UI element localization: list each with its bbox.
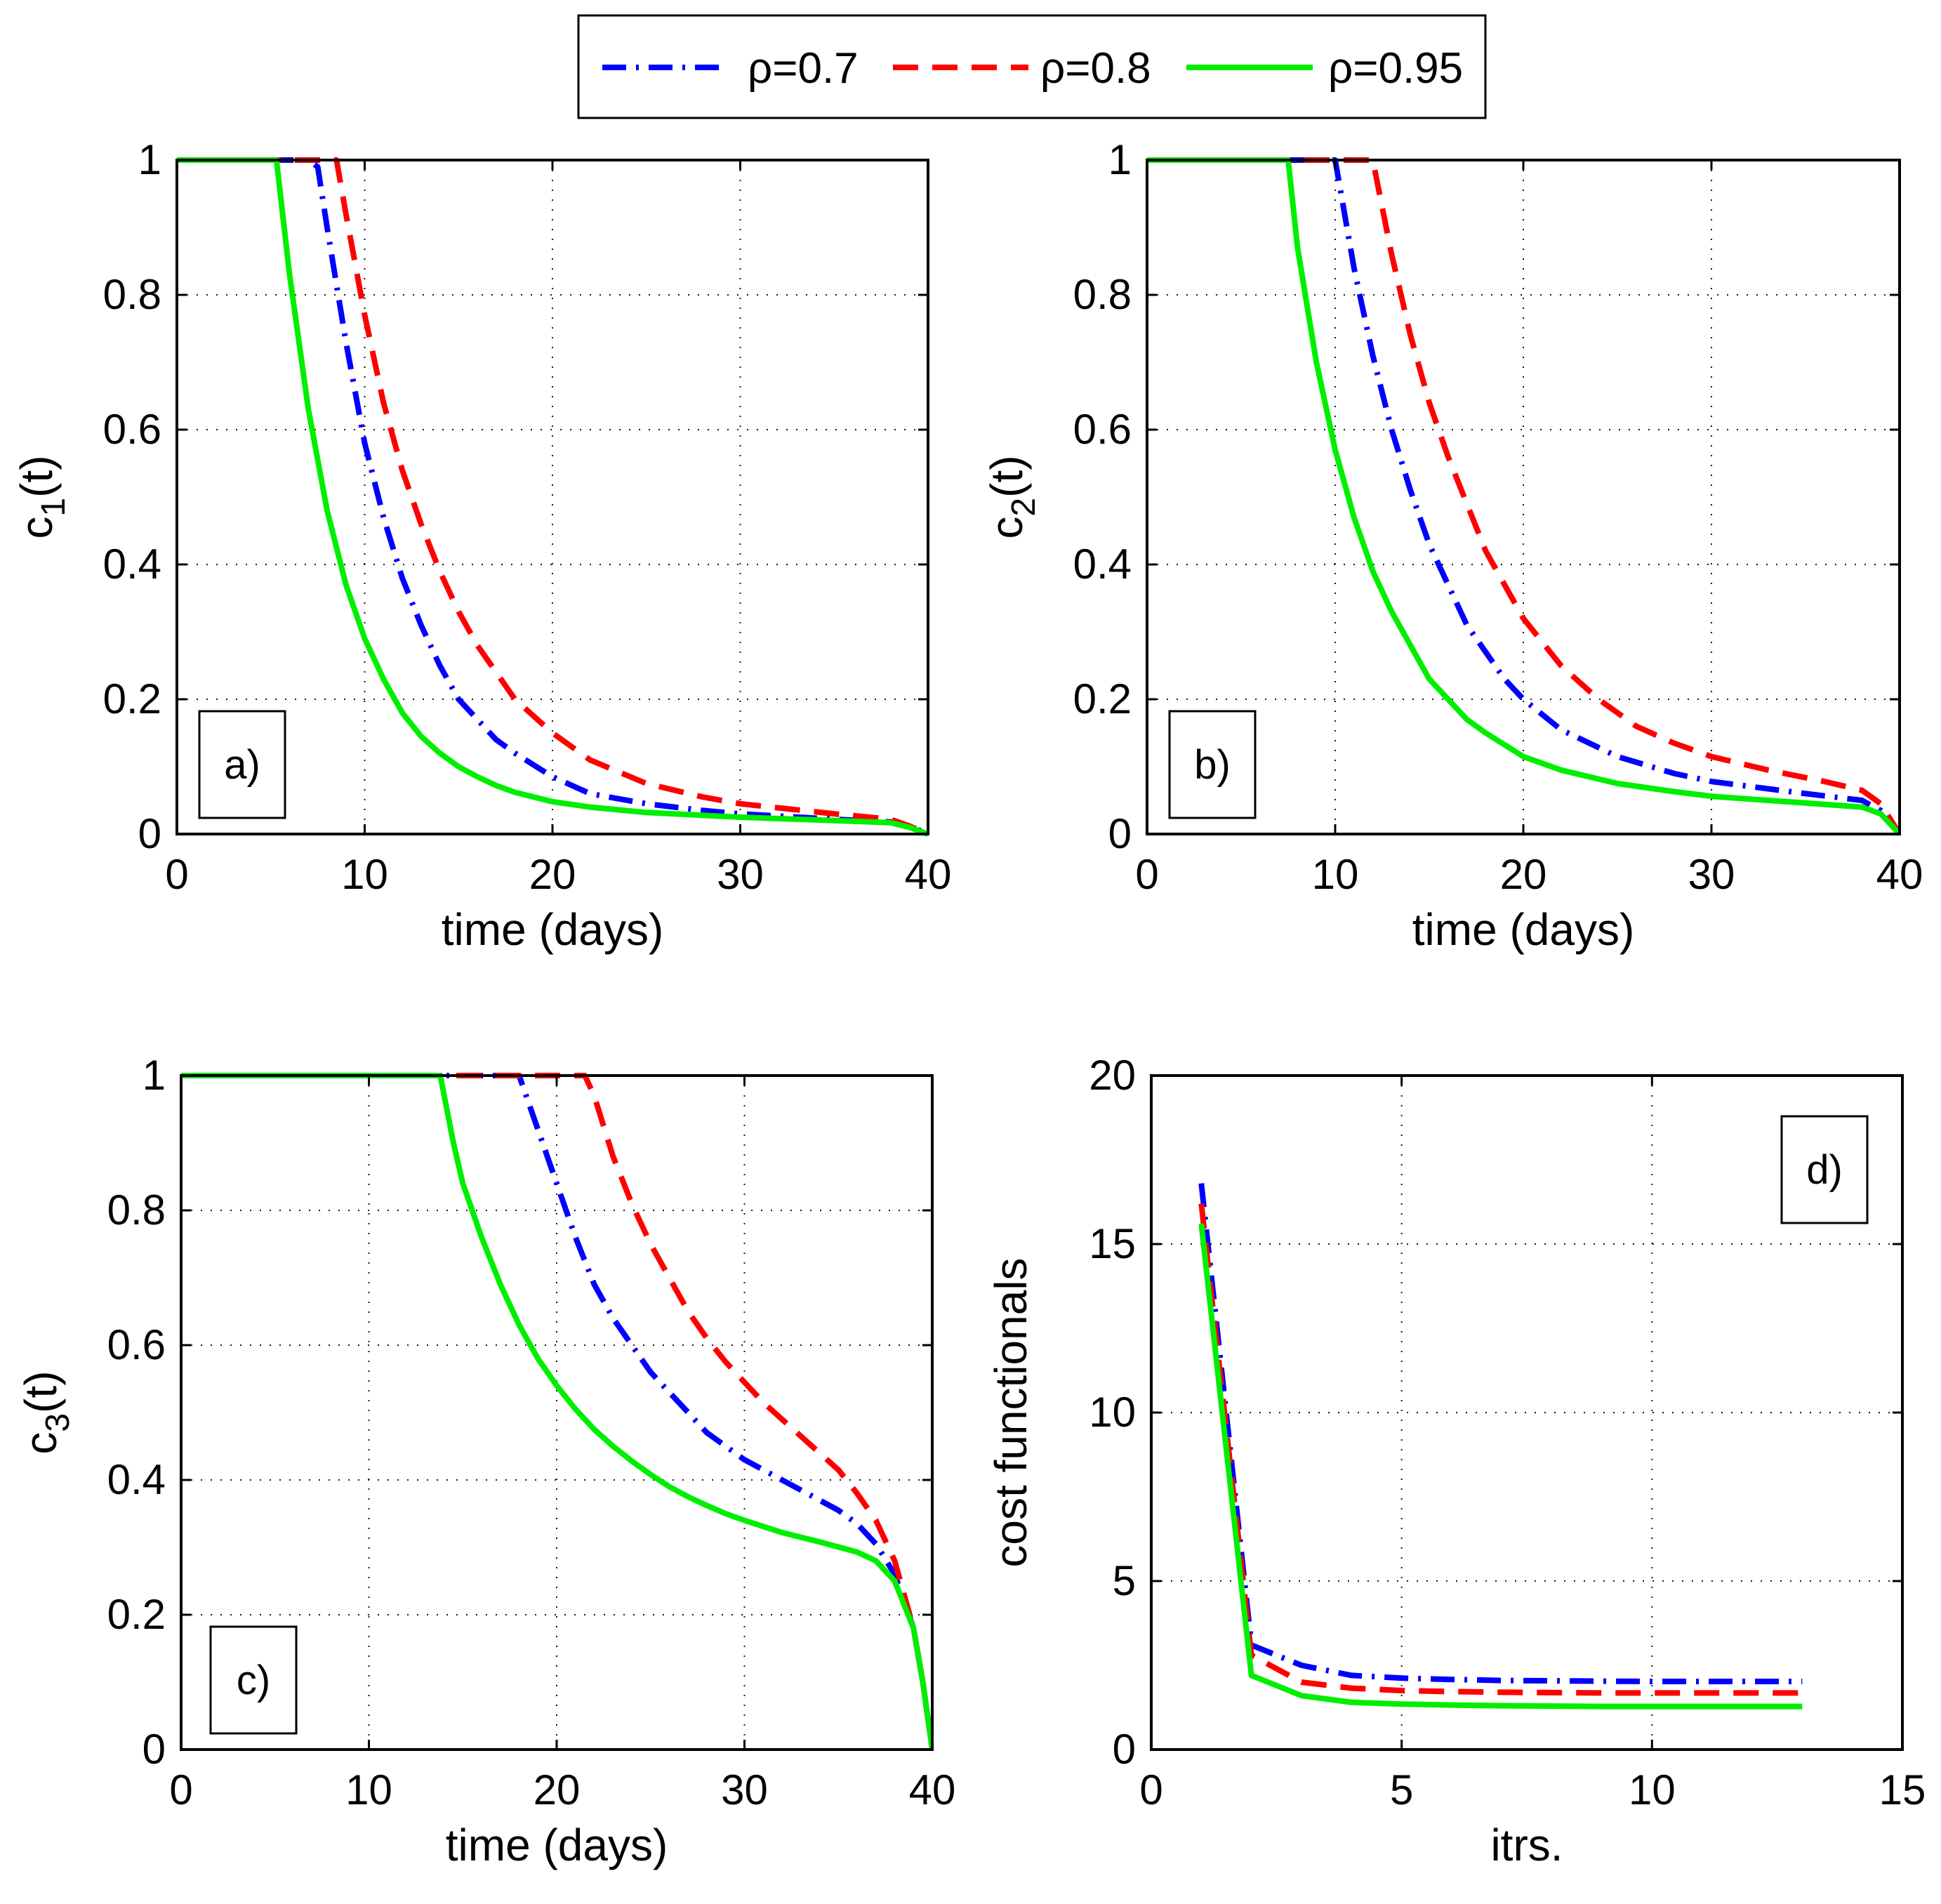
x-tick-label: 10 xyxy=(345,1766,392,1813)
series-line-dashed xyxy=(1147,157,1901,836)
panel-label-box: d) xyxy=(1780,1115,1869,1224)
panel-label-box: a) xyxy=(198,710,286,819)
series-line-dash-dot xyxy=(1147,157,1901,836)
y-tick-label: 0.2 xyxy=(107,1591,166,1638)
panel-label-frame xyxy=(209,1625,298,1735)
y-tick-label: 0.2 xyxy=(1073,675,1132,722)
series-line-solid xyxy=(1147,157,1901,836)
x-tick-label: 20 xyxy=(534,1766,581,1813)
y-axis-label-main: c xyxy=(11,517,62,539)
y-tick-label: 0.8 xyxy=(107,1186,166,1234)
y-axis-label: c1(t) xyxy=(11,455,72,538)
y-tick-label: 0.6 xyxy=(107,1321,166,1368)
y-tick-label: 0.4 xyxy=(103,541,161,588)
y-tick-label: 20 xyxy=(1089,1052,1136,1099)
legend: ρ=0.7 ρ=0.8 ρ=0.95 xyxy=(577,14,1487,119)
panel-label: a) xyxy=(224,742,260,788)
panel-b: 0 10 20 30 40 0 0.2 0.4 0.6 0.8 1 time (days) c2(t) b… xyxy=(981,136,1923,955)
x-tick-label: 0 xyxy=(1135,851,1158,898)
legend-item: ρ=0.95 xyxy=(1186,44,1463,93)
panel-label-frame xyxy=(1168,710,1257,819)
series-line-solid xyxy=(181,1073,934,1750)
series-line-solid xyxy=(1198,1223,1803,1710)
x-tick-label: 10 xyxy=(1629,1766,1676,1813)
y-tick-label: 0.6 xyxy=(103,406,161,453)
x-tick-label: 10 xyxy=(341,851,388,898)
y-tick-label: 0.8 xyxy=(1073,271,1132,318)
y-axis-label-subscript: 3 xyxy=(39,1413,77,1432)
x-axis-label: itrs. xyxy=(1490,1820,1563,1870)
y-tick-label: 0.4 xyxy=(107,1456,166,1503)
series-line-dash-dot xyxy=(177,157,929,837)
y-tick-label: 0.8 xyxy=(103,271,161,318)
plot-area xyxy=(1151,1076,1902,1750)
legend-item: ρ=0.7 xyxy=(602,44,859,93)
y-tick-label: 0.6 xyxy=(1073,406,1132,453)
panel-label-box: c) xyxy=(209,1625,298,1735)
y-axis-label: c3(t) xyxy=(15,1370,77,1454)
y-axis-label-tail: (t) xyxy=(981,455,1032,497)
y-tick-label: 0 xyxy=(1108,810,1132,857)
x-tick-label: 40 xyxy=(909,1766,956,1813)
y-tick-label: 0 xyxy=(143,1726,166,1773)
x-tick-label: 30 xyxy=(1688,851,1735,898)
y-axis-label-main: c xyxy=(15,1432,66,1455)
y-tick-label: 0.2 xyxy=(103,675,161,722)
y-axis-label: c2(t) xyxy=(981,455,1042,538)
panel-label-frame xyxy=(1780,1115,1869,1224)
panel-label: c) xyxy=(237,1658,270,1703)
legend-label: ρ=0.8 xyxy=(1040,44,1151,93)
y-tick-label: 1 xyxy=(1108,136,1132,183)
y-axis-label-main: c xyxy=(981,517,1032,539)
x-tick-label: 5 xyxy=(1390,1766,1413,1813)
x-tick-label: 20 xyxy=(529,851,576,898)
y-tick-label: 0.4 xyxy=(1073,541,1132,588)
series-line-dash-dot xyxy=(1198,1183,1803,1684)
panel-label-frame xyxy=(198,710,286,819)
y-axis-label: cost functionals xyxy=(986,1257,1036,1567)
y-tick-label: 0 xyxy=(138,810,161,857)
x-axis-label: time (days) xyxy=(446,1820,668,1870)
y-axis-label-tail: (t) xyxy=(15,1370,66,1413)
y-axis-label-subscript: 1 xyxy=(35,498,72,517)
y-tick-label: 10 xyxy=(1089,1389,1136,1436)
x-tick-label: 40 xyxy=(1876,851,1923,898)
series-line-solid xyxy=(177,157,929,837)
x-tick-label: 40 xyxy=(905,851,952,898)
x-tick-label: 30 xyxy=(717,851,764,898)
panel-label: d) xyxy=(1806,1147,1843,1193)
x-axis-label: time (days) xyxy=(1412,904,1635,955)
x-tick-label: 0 xyxy=(165,851,188,898)
y-tick-label: 5 xyxy=(1113,1557,1136,1604)
legend-label: ρ=0.95 xyxy=(1328,44,1463,93)
plot-area xyxy=(1147,160,1900,834)
y-axis-label-subscript: 2 xyxy=(1005,498,1042,517)
y-tick-label: 1 xyxy=(138,136,161,183)
y-tick-label: 1 xyxy=(143,1052,166,1099)
panel-label: b) xyxy=(1194,742,1231,788)
panel-label-box: b) xyxy=(1168,710,1257,819)
legend-item: ρ=0.8 xyxy=(893,44,1151,93)
x-tick-label: 0 xyxy=(169,1766,192,1813)
legend-label: ρ=0.7 xyxy=(748,44,859,93)
y-axis-label-tail: (t) xyxy=(11,455,62,497)
x-tick-label: 30 xyxy=(721,1766,768,1813)
x-tick-label: 0 xyxy=(1139,1766,1162,1813)
x-tick-label: 10 xyxy=(1312,851,1359,898)
y-tick-label: 0 xyxy=(1113,1726,1136,1773)
x-tick-label: 15 xyxy=(1879,1766,1926,1813)
x-tick-label: 20 xyxy=(1500,851,1547,898)
series-line-dashed xyxy=(181,1073,934,1750)
panel-d: 0 5 10 15 0 5 10 15 20 itrs. cost functionals d) xyxy=(986,1052,1926,1870)
series-line-dashed xyxy=(1198,1203,1803,1696)
y-tick-label: 15 xyxy=(1089,1220,1136,1267)
x-axis-label: time (days) xyxy=(442,904,664,955)
legend-box xyxy=(577,14,1487,119)
